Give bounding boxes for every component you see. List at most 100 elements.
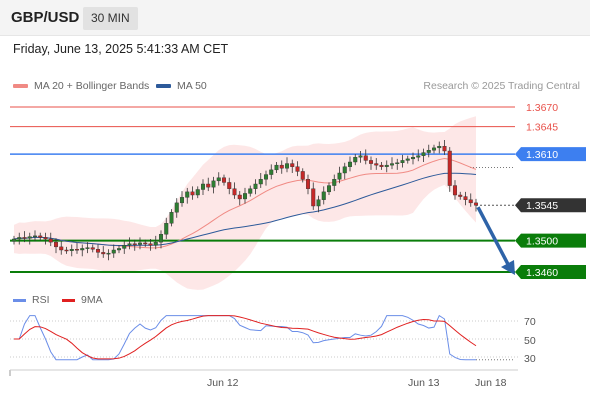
candle-body (285, 163, 290, 169)
candle-body (258, 179, 263, 185)
price-levels (10, 106, 515, 273)
legend-ma50-label: MA 50 (177, 80, 207, 92)
candle-body (332, 179, 337, 186)
candle-body (269, 169, 274, 175)
candle-body (11, 238, 16, 242)
candle-body (390, 163, 395, 166)
candle-body (185, 191, 190, 198)
chart-header: GBP/USD 30 MIN (0, 0, 590, 36)
candle-body (447, 150, 452, 186)
ma20-swatch-icon (13, 84, 28, 88)
price-label-current: 1.3545 (526, 200, 558, 212)
candle-body (174, 202, 179, 213)
price-tag-support-2 (515, 265, 586, 279)
candle-body (59, 246, 64, 251)
candle-body (468, 199, 473, 204)
candle-body (290, 163, 295, 167)
candle-body (143, 242, 148, 245)
candle-body (137, 242, 142, 245)
price-tag-current (515, 198, 586, 213)
candle-body (400, 160, 405, 163)
price-tag-support-1 (515, 233, 586, 248)
candle-body (69, 249, 74, 251)
candle-body (106, 252, 111, 255)
rsi-panel: 70 50 30 (9, 314, 536, 376)
candle-body (264, 174, 269, 180)
candle-body (242, 193, 247, 200)
candle-body (211, 180, 216, 188)
candle-body (54, 241, 59, 248)
candle-body (232, 188, 237, 196)
legend-rsi-label: RSI (32, 294, 50, 306)
candle-body (227, 182, 232, 189)
legend-rsi-ma: 9MA (62, 294, 103, 306)
legend-ma50: MA 50 (156, 80, 207, 92)
timeframe-button[interactable]: 30 MIN (83, 7, 138, 30)
research-credit: Research © 2025 Trading Central (423, 80, 580, 92)
candle-body (158, 234, 163, 243)
candle-body (164, 223, 169, 235)
candle-body (253, 183, 258, 189)
candle-body (206, 183, 211, 188)
x-label-jun18: Jun 18 (475, 377, 507, 389)
candle-body (395, 162, 400, 164)
candle-body (432, 147, 437, 151)
candle-body (27, 236, 32, 239)
candle-body (463, 196, 468, 200)
forecast-arrow-shaft (476, 206, 512, 269)
candle-body (221, 177, 226, 183)
legend-ma20-label: MA 20 + Bollinger Bands (34, 80, 150, 92)
price-label-resistance-2: 1.3670 (526, 102, 558, 114)
candle-body (384, 164, 389, 167)
candle-body (342, 166, 347, 174)
candle-body (190, 191, 195, 196)
candles (11, 140, 479, 261)
candle-body (306, 179, 311, 189)
ma50-swatch-icon (156, 84, 171, 88)
candle-body (48, 238, 53, 243)
rsi-swatch-icon (13, 298, 26, 302)
forecast-arrow-head-icon (501, 260, 515, 275)
price-label-resistance-1: 1.3645 (526, 122, 558, 134)
candle-body (101, 252, 106, 255)
candle-body (122, 245, 127, 249)
forecast-arrow (476, 206, 515, 275)
candle-body (369, 160, 374, 164)
rsi-tick-30: 30 (524, 353, 536, 365)
candle-body (405, 158, 410, 161)
candle-body (327, 185, 332, 193)
chart-datetime: Friday, June 13, 2025 5:41:33 AM CET (13, 42, 229, 56)
candle-body (248, 188, 253, 194)
candle-body (169, 212, 174, 224)
x-label-jun12: Jun 12 (207, 377, 239, 389)
candle-body (311, 188, 316, 207)
candle-body (80, 248, 85, 251)
rsi-ma-line (14, 315, 477, 360)
candle-body (474, 202, 479, 206)
candle-body (200, 183, 205, 190)
candle-body (85, 247, 90, 249)
candle-body (274, 164, 279, 171)
candle-body (453, 185, 458, 196)
legend-rsi-ma-label: 9MA (81, 294, 103, 306)
candle-body (300, 171, 305, 180)
x-axis: Jun 12 Jun 13 Jun 18 (207, 377, 507, 389)
candle-body (153, 241, 158, 246)
candle-body (17, 237, 22, 240)
candle-body (316, 199, 321, 207)
candle-body (442, 146, 447, 152)
candle-body (148, 243, 153, 246)
candle-body (321, 191, 326, 200)
candle-body (22, 237, 27, 239)
rsi-ma-swatch-icon (62, 298, 75, 302)
candle-body (426, 150, 431, 153)
candle-body (458, 194, 463, 197)
level-labels: 1.3670 1.3645 1.3610 1.3545 1.3500 1.3460 (515, 102, 586, 279)
price-tag-pivot (515, 147, 586, 162)
ma50-line (13, 172, 477, 247)
candle-body (374, 163, 379, 166)
candle-body (295, 166, 300, 172)
candle-body (363, 155, 368, 161)
candle-body (179, 197, 184, 204)
